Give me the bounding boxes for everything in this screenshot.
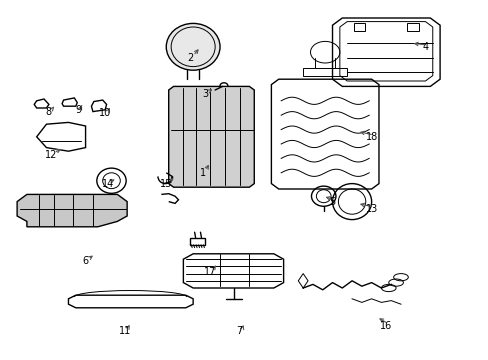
Polygon shape xyxy=(168,86,254,187)
Ellipse shape xyxy=(166,23,220,70)
Text: 8: 8 xyxy=(46,107,52,117)
Text: 3: 3 xyxy=(202,89,208,99)
Text: 7: 7 xyxy=(236,326,242,336)
Text: 11: 11 xyxy=(118,326,131,336)
Text: 6: 6 xyxy=(82,256,88,266)
Text: 16: 16 xyxy=(379,321,392,331)
Text: 14: 14 xyxy=(101,179,114,189)
Text: 12: 12 xyxy=(45,150,58,160)
Text: 1: 1 xyxy=(200,168,205,178)
Text: 9: 9 xyxy=(75,105,81,115)
Text: 17: 17 xyxy=(203,267,216,277)
Text: 15: 15 xyxy=(160,179,172,189)
Text: 4: 4 xyxy=(422,42,427,52)
Text: 5: 5 xyxy=(329,197,335,207)
Text: 10: 10 xyxy=(99,108,111,118)
Polygon shape xyxy=(17,194,127,227)
Text: 2: 2 xyxy=(187,53,193,63)
Text: 18: 18 xyxy=(365,132,377,142)
Text: 13: 13 xyxy=(365,204,377,214)
